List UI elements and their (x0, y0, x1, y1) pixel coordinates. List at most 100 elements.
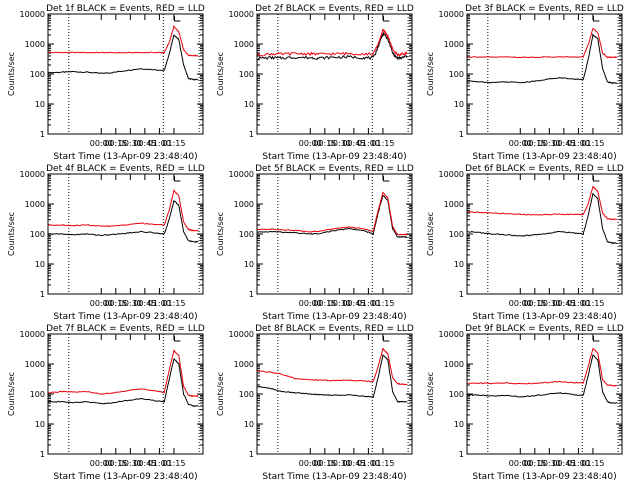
y-tick-label: 100 (239, 70, 254, 79)
y-tick-label: 1 (249, 450, 254, 459)
y-tick-label: 1000 (234, 360, 254, 369)
y-tick-label: 1 (459, 290, 464, 299)
plot-frame (466, 333, 623, 455)
x-tick-label: 01:15 (581, 459, 604, 468)
y-tick-label: 10000 (20, 10, 45, 19)
y-tick-label: 1000 (25, 40, 45, 49)
y-tick-label: 10 (244, 420, 254, 429)
y-tick-label: 10000 (20, 330, 45, 339)
x-tick-label: 01:15 (581, 139, 604, 148)
peak-bracket-mark (592, 336, 600, 342)
events-series-line (466, 354, 618, 404)
y-tick-label: 1 (459, 130, 464, 139)
y-tick-label: 1000 (234, 40, 254, 49)
x-tick-label: 00:15 (313, 459, 336, 468)
x-tick-label: 00:00 (299, 139, 322, 148)
x-tick-label: 01:00 (567, 299, 590, 308)
x-axis-label: Start Time (13-Apr-09 23:48:40) (53, 472, 197, 480)
x-tick-label: 00:45 (133, 299, 156, 308)
chart-title: Det 3f BLACK = Events, RED = LLD (465, 4, 624, 14)
y-tick-label: 10000 (439, 170, 464, 179)
y-tick-label: 1000 (444, 40, 464, 49)
x-tick-label: 01:00 (567, 459, 590, 468)
x-tick-label: 01:15 (162, 299, 185, 308)
y-tick-label: 100 (449, 230, 464, 239)
plot-frame (256, 173, 413, 295)
x-tick-label: 00:15 (313, 139, 336, 148)
x-tick-label: 01:15 (162, 459, 185, 468)
plot-frame (47, 173, 204, 295)
events-series-line (256, 194, 408, 239)
y-tick-label: 10 (244, 100, 254, 109)
y-tick-label: 10 (35, 260, 45, 269)
y-tick-label: 100 (30, 390, 45, 399)
x-tick-label: 00:15 (313, 299, 336, 308)
plot-frame (256, 13, 413, 135)
lld-series-line (466, 28, 618, 59)
x-tick-label: 01:15 (371, 459, 394, 468)
x-tick-label: 00:30 (538, 459, 561, 468)
chart-panel-8: Det 8f BLACK = Events, RED = LLD Start Ti… (216, 324, 414, 480)
chart-panel-2: Det 2f BLACK = Events, RED = LLD Start Ti… (216, 4, 414, 162)
plot-frame (466, 13, 623, 135)
y-axis-label: Counts/sec (7, 52, 16, 96)
events-series-line (48, 358, 199, 408)
y-tick-label: 100 (239, 230, 254, 239)
y-tick-label: 10 (244, 260, 254, 269)
chart-panel-5: Det 5f BLACK = Events, RED = LLD Start Ti… (216, 164, 414, 322)
x-tick-label: 00:00 (299, 459, 322, 468)
x-tick-label: 00:30 (119, 299, 142, 308)
x-tick-label: 00:15 (104, 459, 127, 468)
x-tick-label: 00:00 (509, 459, 532, 468)
y-tick-label: 1000 (25, 200, 45, 209)
x-tick-label: 00:45 (552, 299, 575, 308)
y-tick-label: 1 (249, 130, 254, 139)
plot-frame (256, 333, 413, 455)
x-tick-label: 01:15 (581, 299, 604, 308)
y-axis-label: Counts/sec (216, 372, 225, 416)
x-axis-label: Start Time (13-Apr-09 23:48:40) (262, 152, 406, 162)
x-tick-label: 01:00 (357, 299, 380, 308)
y-tick-label: 100 (30, 230, 45, 239)
x-tick-label: 01:00 (357, 139, 380, 148)
chart-panel-3: Det 3f BLACK = Events, RED = LLD Start Ti… (426, 4, 624, 162)
events-series-line (47, 199, 199, 243)
y-tick-label: 1 (249, 290, 254, 299)
x-tick-label: 00:15 (104, 139, 127, 148)
x-tick-label: 01:00 (567, 139, 590, 148)
y-tick-label: 10 (454, 260, 464, 269)
chart-title: Det 4f BLACK = Events, RED = LLD (46, 164, 205, 174)
x-tick-label: 00:15 (523, 139, 546, 148)
x-axis-label: Start Time (13-Apr-09 23:48:40) (262, 312, 406, 322)
lld-series-line (47, 24, 199, 57)
y-tick-label: 10 (35, 420, 45, 429)
y-axis-label: Counts/sec (426, 372, 435, 416)
peak-bracket-mark (382, 336, 390, 342)
x-tick-label: 01:00 (148, 299, 171, 308)
y-axis-label: Counts/sec (426, 212, 435, 256)
peak-bracket-mark (592, 176, 600, 182)
y-tick-label: 1 (459, 450, 464, 459)
chart-panel-4: Det 4f BLACK = Events, RED = LLD Start Ti… (7, 164, 205, 322)
x-tick-label: 00:15 (104, 299, 127, 308)
plot-frame (47, 333, 204, 455)
lld-series-line (256, 347, 408, 386)
peak-bracket-mark (173, 176, 181, 182)
y-tick-label: 10000 (20, 170, 45, 179)
peak-bracket-mark (592, 16, 600, 22)
x-tick-label: 00:45 (342, 299, 365, 308)
y-tick-label: 100 (449, 390, 464, 399)
x-tick-label: 00:00 (90, 139, 113, 148)
chart-panel-7: Det 7f BLACK = Events, RED = LLD Start Ti… (7, 324, 205, 480)
chart-title: Det 8f BLACK = Events, RED = LLD (255, 324, 414, 334)
events-series-line (256, 31, 408, 61)
x-tick-label: 00:30 (538, 139, 561, 148)
lld-series-line (466, 348, 618, 387)
chart-panel-6: Det 6f BLACK = Events, RED = LLD Start Ti… (426, 164, 624, 322)
x-tick-label: 01:00 (148, 139, 171, 148)
y-tick-label: 1 (40, 450, 45, 459)
chart-title: Det 5f BLACK = Events, RED = LLD (255, 164, 414, 174)
y-axis-label: Counts/sec (7, 212, 16, 256)
events-series-line (466, 33, 618, 85)
